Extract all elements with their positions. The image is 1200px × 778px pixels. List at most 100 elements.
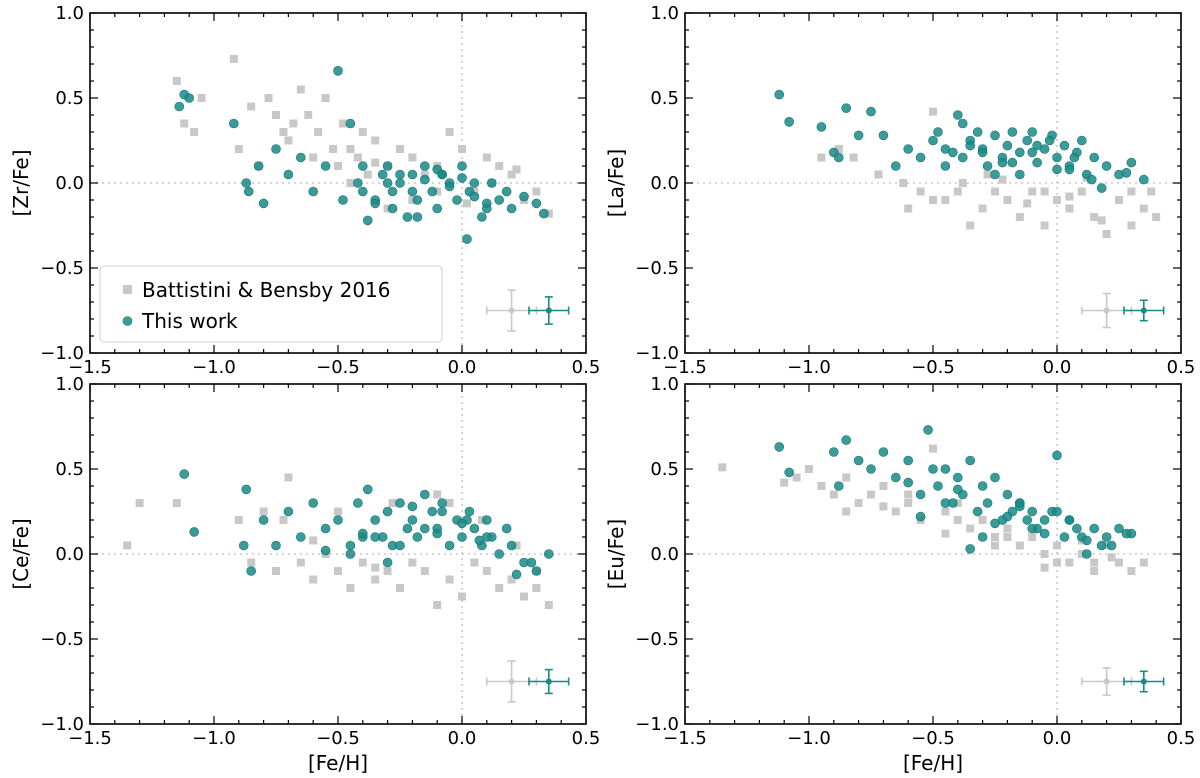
y-tick-label: 0.0 xyxy=(650,173,679,194)
this-work-point xyxy=(933,481,943,491)
battistini-point xyxy=(780,478,789,487)
this-work-point xyxy=(1114,523,1124,534)
battistini-point xyxy=(408,196,417,204)
battistini-error-bar-marker xyxy=(1103,307,1110,314)
battistini-point xyxy=(482,567,491,575)
this-work-point xyxy=(903,477,914,488)
this-work-point xyxy=(774,442,785,452)
battistini-point xyxy=(338,119,347,128)
this-work-point xyxy=(241,178,252,188)
this-work-point xyxy=(345,549,356,559)
this-work-error-bar-marker xyxy=(1140,678,1147,685)
battistini-point xyxy=(941,529,950,538)
this-work-error-bar-marker xyxy=(545,678,552,685)
this-work-point xyxy=(382,557,393,568)
this-work-point xyxy=(1121,168,1132,178)
this-work-point xyxy=(189,527,199,537)
this-work-point xyxy=(833,152,844,163)
this-work-point xyxy=(486,178,497,188)
this-work-point xyxy=(915,489,926,500)
this-work-point xyxy=(1126,157,1137,168)
y-tick-label: −0.5 xyxy=(635,629,679,650)
this-work-point xyxy=(1086,174,1097,185)
this-work-point xyxy=(362,484,373,495)
this-work-point xyxy=(506,203,517,214)
this-work-point xyxy=(464,506,475,517)
battistini-point xyxy=(1053,558,1061,567)
battistini-point xyxy=(842,473,851,482)
battistini-point xyxy=(371,158,380,167)
this-work-point xyxy=(427,506,438,517)
this-work-point xyxy=(1014,498,1025,508)
this-work-point xyxy=(179,469,190,479)
x-tick-label: −1.5 xyxy=(663,357,707,378)
battistini-point xyxy=(1023,199,1032,208)
this-work-point xyxy=(320,545,331,556)
battistini-point xyxy=(520,592,528,601)
this-work-point xyxy=(940,161,951,171)
this-work-point xyxy=(407,515,418,525)
this-work-point xyxy=(915,511,926,522)
this-work-point xyxy=(531,566,542,576)
battistini-point xyxy=(371,136,380,145)
battistini-point xyxy=(958,179,967,187)
battistini-point xyxy=(805,465,813,473)
x-tick-label: −0.5 xyxy=(911,728,955,749)
this-work-point xyxy=(387,186,398,197)
this-work-point xyxy=(972,506,983,517)
battistini-point xyxy=(296,558,305,567)
battistini-point xyxy=(1065,192,1074,201)
this-work-point xyxy=(370,198,381,209)
this-work-point xyxy=(915,152,926,163)
battistini-point xyxy=(458,592,466,601)
this-work-point xyxy=(965,140,976,151)
this-work-point xyxy=(1052,450,1062,461)
battistini-point xyxy=(1003,533,1012,541)
this-work-point xyxy=(1089,523,1099,534)
battistini-point xyxy=(532,187,541,196)
battistini-point xyxy=(904,499,913,507)
battistini-point xyxy=(445,128,454,136)
battistini-point xyxy=(941,196,950,204)
this-work-point xyxy=(1096,183,1107,193)
this-work-point xyxy=(1069,152,1080,163)
battistini-point xyxy=(998,175,1007,184)
this-work-point xyxy=(320,161,331,171)
this-work-point xyxy=(1022,515,1033,525)
x-tick-label: −1.0 xyxy=(192,728,236,749)
battistini-point xyxy=(1127,567,1136,575)
battistini-point xyxy=(1115,558,1123,567)
battistini-point xyxy=(433,490,442,499)
this-work-point xyxy=(345,118,356,129)
this-work-point xyxy=(258,515,269,525)
this-work-point xyxy=(469,178,480,188)
this-work-point xyxy=(1101,532,1112,542)
this-work-point xyxy=(1014,147,1025,158)
this-work-point xyxy=(377,169,388,180)
this-work-point xyxy=(174,101,185,112)
this-work-point xyxy=(407,186,418,197)
this-work-point xyxy=(890,472,901,483)
battistini-point xyxy=(1102,541,1111,550)
this-work-point xyxy=(1064,164,1075,175)
battistini-point xyxy=(279,128,288,136)
battistini-error-bar-marker xyxy=(508,307,515,314)
this-work-point xyxy=(494,549,505,559)
this-work-point xyxy=(774,89,785,100)
plot-area xyxy=(172,54,553,244)
this-work-point xyxy=(952,484,963,495)
battistini-point xyxy=(420,567,429,575)
battistini-point xyxy=(383,204,392,213)
battistini-point xyxy=(1077,187,1086,196)
x-tick-label: −0.5 xyxy=(316,357,360,378)
battistini-point xyxy=(346,179,355,187)
this-work-point xyxy=(333,66,343,76)
this-work-point xyxy=(511,569,522,580)
this-work-point xyxy=(412,532,423,542)
battistini-point xyxy=(304,111,313,119)
battistini-point xyxy=(1040,187,1049,196)
this-work-point xyxy=(1027,523,1037,534)
this-work-point xyxy=(1007,157,1018,168)
this-work-point xyxy=(432,203,443,214)
this-work-point xyxy=(1002,140,1013,151)
